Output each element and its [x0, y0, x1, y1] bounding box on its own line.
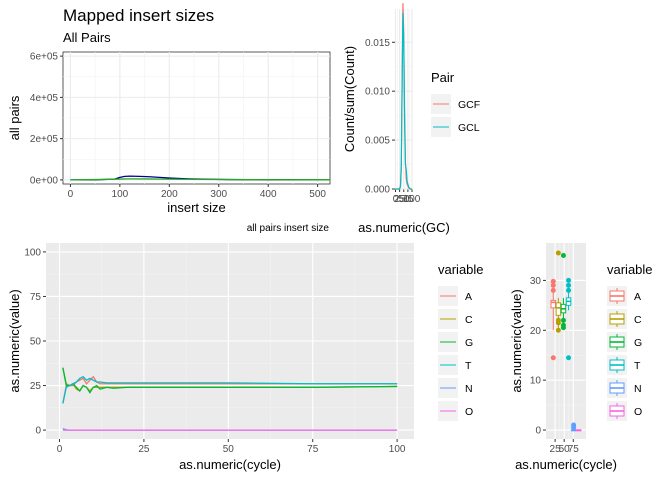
- gc-legend-title: Pair: [431, 70, 455, 85]
- box-outlier-g: [560, 317, 566, 323]
- cycle-y-tick-label: 25: [30, 381, 42, 392]
- box-outlier-n: [571, 425, 577, 431]
- box-outlier-t: [566, 282, 572, 288]
- insert-y-axis-label: all pairs: [7, 95, 22, 140]
- cycle-legend-label-t: T: [465, 360, 472, 372]
- box-outlier-a: [550, 278, 556, 284]
- box-outlier-a: [550, 282, 556, 288]
- box-legend-label-g: G: [634, 337, 642, 349]
- cycle-legend-label-g: G: [465, 337, 473, 349]
- box-legend-title: variable: [607, 262, 653, 277]
- cycle-y-tick-label: 50: [30, 337, 42, 348]
- box-legend-label-o: O: [634, 406, 642, 418]
- cycle-x-tick-label: 50: [223, 444, 235, 455]
- insert-y-tick-label: 4e+05: [30, 93, 59, 104]
- box-y-tick-label: 10: [530, 376, 542, 387]
- insert-x-tick-label: 400: [260, 189, 277, 200]
- box-outlier-c: [555, 327, 561, 333]
- box-legend-label-t: T: [634, 360, 641, 372]
- gc-legend-label-gcf: GCF: [458, 99, 480, 111]
- insert-x-tick-label: 0: [68, 189, 74, 200]
- box-body-c: [555, 302, 562, 316]
- gc-y-tick-label: 0.015: [365, 38, 390, 49]
- gc-y-tick-label: 0.000: [365, 185, 390, 196]
- cycle-x-tick-label: 75: [307, 444, 319, 455]
- gc-x-tick-label: 50: [398, 194, 410, 205]
- box-outlier-g: [560, 252, 566, 258]
- box-y-tick-label: 30: [530, 276, 542, 287]
- insert-title: Mapped insert sizes: [63, 6, 214, 25]
- insert-subtitle: All Pairs: [63, 30, 111, 45]
- insert-series-line-1: [70, 178, 331, 181]
- gc-x-tick-label: 25: [394, 194, 406, 205]
- box-outlier-g: [560, 325, 566, 331]
- gc-series-line-gcl: [395, 12, 413, 190]
- box-y-tick-label: 20: [530, 326, 542, 337]
- box-x-tick-label: 75: [568, 444, 580, 455]
- gc-x-axis-label: as.numeric(GC): [358, 220, 450, 235]
- box-background: [546, 243, 586, 439]
- box-outlier-c: [555, 250, 561, 256]
- box-legend-label-n: N: [634, 383, 642, 395]
- gc-y-tick-label: 0.005: [365, 136, 390, 147]
- insert-panel: 0 100 200 300 400 500 0e+00 2e+05 4e+05 6e+05: [30, 51, 331, 200]
- cycle-panel: 0 25 50 75 100 0 25 50 75 100: [24, 243, 414, 455]
- gc-x-tick-label: 100: [404, 194, 421, 205]
- insert-x-tick-label: 500: [309, 189, 326, 200]
- box-outlier-a: [550, 355, 556, 361]
- cycle-x-tick-label: 0: [57, 444, 63, 455]
- box-outlier-t: [566, 287, 572, 293]
- cycle-y-tick-label: 100: [24, 247, 41, 258]
- insert-x-tick-label: 200: [161, 189, 178, 200]
- box-outlier-t: [566, 277, 572, 283]
- insert-y-tick-label: 0e+00: [30, 175, 59, 186]
- box-outlier-a: [550, 287, 556, 293]
- cycle-legend-label-a: A: [465, 291, 472, 303]
- box-x-axis-label: as.numeric(cycle): [515, 457, 617, 472]
- gc-y-axis-label: Count/sum(Count): [342, 46, 357, 152]
- insert-y-tick-label: 6e+05: [30, 52, 59, 63]
- cycle-series-line-a: [62, 375, 398, 404]
- gc-legend-label-gcl: GCL: [458, 122, 480, 134]
- cycle-y-axis-label: as.numeric(value): [7, 289, 22, 392]
- cycle-y-tick-label: 0: [35, 426, 41, 437]
- box-x-tick-label: 50: [559, 444, 571, 455]
- cycle-series-line-t: [62, 375, 398, 404]
- gc-legend: Pair GCF GCL: [431, 70, 480, 137]
- cycle-x-tick-label: 25: [138, 444, 150, 455]
- box-x-tick-label: 25: [550, 444, 562, 455]
- box-outlier-c: [555, 317, 561, 323]
- cycle-x-tick-label: 100: [389, 444, 406, 455]
- insert-y-tick-label: 2e+05: [30, 134, 59, 145]
- cycle-legend-label-o: O: [465, 406, 473, 418]
- box-y-axis-label: as.numeric(value): [509, 289, 524, 392]
- insert-caption: all pairs insert size: [247, 223, 330, 234]
- box-legend-label-c: C: [634, 314, 642, 326]
- cycle-x-axis-label: as.numeric(cycle): [179, 457, 281, 472]
- box-legend-label-a: A: [634, 291, 641, 303]
- insert-x-tick-label: 100: [112, 189, 129, 200]
- insert-x-tick-label: 300: [210, 189, 227, 200]
- insert-x-axis-label: insert size: [167, 200, 226, 215]
- gc-x-tick-label: 75: [402, 194, 414, 205]
- cycle-legend-label-c: C: [465, 314, 473, 326]
- box-y-tick-label: 0: [535, 426, 541, 437]
- box-outlier-t: [566, 355, 572, 361]
- cycle-legend-title: variable: [438, 262, 484, 277]
- cycle-legend-label-n: N: [465, 383, 473, 395]
- box-body-a: [550, 299, 557, 309]
- cycle-y-tick-label: 75: [30, 292, 42, 303]
- gc-y-tick-label: 0.010: [365, 87, 390, 98]
- gc-x-tick-label: 0: [393, 194, 399, 205]
